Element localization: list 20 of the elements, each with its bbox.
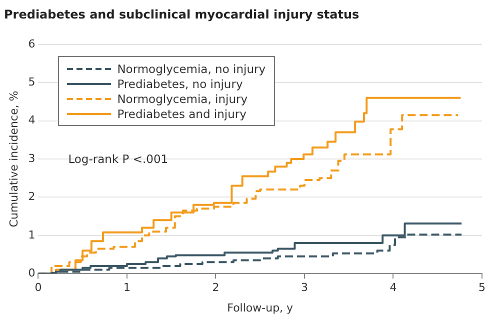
legend-label: Prediabetes, no injury [117,76,243,91]
x-tick-label: 3 [300,281,308,294]
y-tick-label: 6 [28,37,36,50]
legend-label: Normoglycemia, injury [117,92,248,106]
y-tick-label: 3 [28,152,36,165]
legend-label: Prediabetes and injury [117,106,246,121]
y-tick-label: 5 [28,75,36,88]
x-axis-title: Follow-up, y [227,301,294,314]
y-tick-label: 2 [28,190,36,204]
chart-title: Prediabetes and subclinical myocardial injury status [4,7,360,22]
legend-label: Normoglycemia, no injury [117,62,266,76]
x-tick-label: 2 [212,281,220,294]
x-tick-label: 5 [478,281,486,294]
annotation: Log-rank P <.001 [68,152,168,166]
y-tick-label: 4 [28,114,36,127]
y-axis-title: Cumulative incidence, % [7,90,20,228]
x-tick-label: 4 [390,281,397,294]
y-tick-label: 1 [28,228,36,242]
x-tick-label: 1 [123,281,130,294]
y-tick-label: 0 [28,266,36,280]
